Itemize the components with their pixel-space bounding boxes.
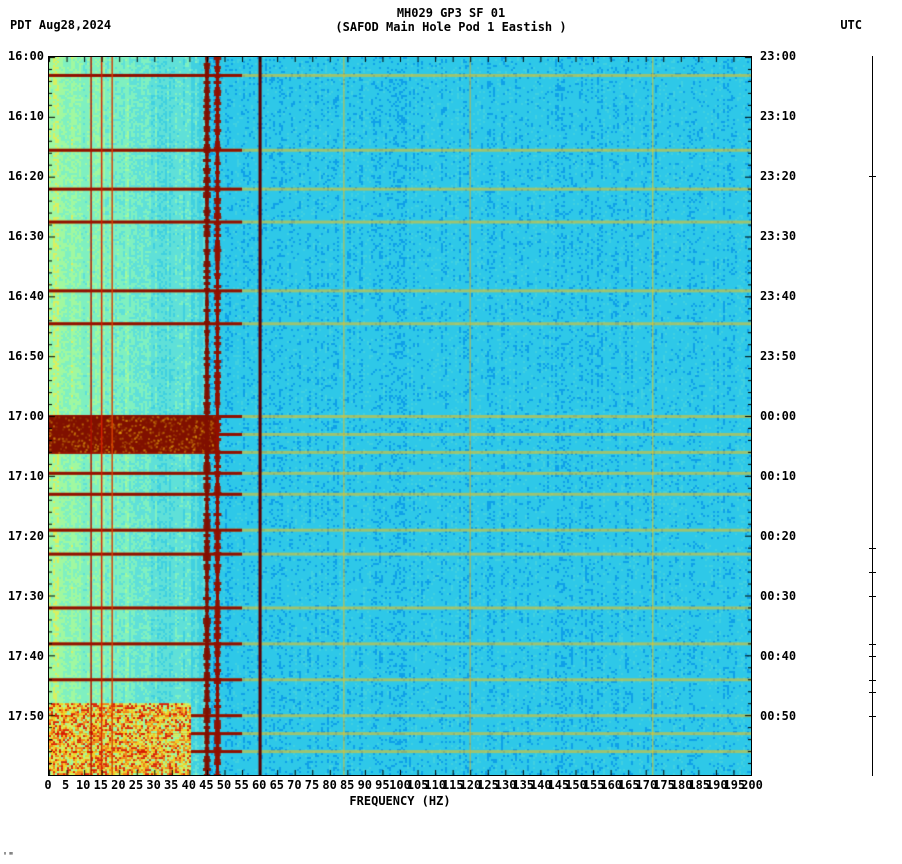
y-left-tick: 17:50 — [8, 709, 44, 723]
y-left-tick: 17:40 — [8, 649, 44, 663]
y-right-tick: 00:30 — [760, 589, 796, 603]
chart-header: PDT Aug28,2024 MH029 GP3 SF 01 (SAFOD Ma… — [0, 6, 902, 42]
x-tick: 30 — [146, 778, 160, 792]
y-right-tick: 00:50 — [760, 709, 796, 723]
y-right-tick: 23:00 — [760, 49, 796, 63]
x-axis-label: FREQUENCY (HZ) — [48, 794, 752, 808]
y-left-tick: 16:50 — [8, 349, 44, 363]
x-tick: 70 — [287, 778, 301, 792]
x-tick: 45 — [199, 778, 213, 792]
x-tick: 50 — [217, 778, 231, 792]
x-tick: 80 — [322, 778, 336, 792]
spectrogram-plot — [48, 56, 752, 776]
x-tick: 55 — [234, 778, 248, 792]
y-right-tick: 00:00 — [760, 409, 796, 423]
x-tick: 60 — [252, 778, 266, 792]
y-left-tick: 17:10 — [8, 469, 44, 483]
y-left-tick: 17:20 — [8, 529, 44, 543]
x-tick: 65 — [270, 778, 284, 792]
x-tick: 20 — [111, 778, 125, 792]
x-tick: 75 — [305, 778, 319, 792]
x-tick: 200 — [741, 778, 763, 792]
y-right-tick: 00:10 — [760, 469, 796, 483]
spectrogram-canvas — [49, 57, 751, 775]
x-tick: 10 — [76, 778, 90, 792]
y-left-tick: 16:10 — [8, 109, 44, 123]
chart-title: MH029 GP3 SF 01 — [397, 6, 505, 20]
x-tick: 15 — [94, 778, 108, 792]
y-right-tick: 23:10 — [760, 109, 796, 123]
y-right-tick: 23:30 — [760, 229, 796, 243]
side-activity-strip — [872, 56, 873, 776]
y-left-tick: 16:30 — [8, 229, 44, 243]
y-right-tick: 23:20 — [760, 169, 796, 183]
y-axis-left-ticks: 16:0016:1016:2016:3016:4016:5017:0017:10… — [0, 56, 46, 776]
x-tick: 5 — [62, 778, 69, 792]
y-left-tick: 17:30 — [8, 589, 44, 603]
y-right-tick: 23:40 — [760, 289, 796, 303]
y-left-tick: 16:00 — [8, 49, 44, 63]
x-tick: 85 — [340, 778, 354, 792]
x-tick: 40 — [182, 778, 196, 792]
footer-mark: '" — [2, 851, 14, 862]
header-right-tz: UTC — [840, 18, 862, 32]
chart-subtitle: (SAFOD Main Hole Pod 1 Eastish ) — [335, 20, 566, 34]
x-tick: 90 — [358, 778, 372, 792]
x-tick: 0 — [44, 778, 51, 792]
y-axis-right-ticks: 23:0023:1023:2023:3023:4023:5000:0000:10… — [756, 56, 816, 776]
y-left-tick: 17:00 — [8, 409, 44, 423]
x-tick: 35 — [164, 778, 178, 792]
y-right-tick: 23:50 — [760, 349, 796, 363]
y-right-tick: 00:20 — [760, 529, 796, 543]
header-left-date: PDT Aug28,2024 — [10, 18, 111, 32]
y-right-tick: 00:40 — [760, 649, 796, 663]
y-left-tick: 16:20 — [8, 169, 44, 183]
y-left-tick: 16:40 — [8, 289, 44, 303]
x-tick: 25 — [129, 778, 143, 792]
x-tick: 95 — [375, 778, 389, 792]
